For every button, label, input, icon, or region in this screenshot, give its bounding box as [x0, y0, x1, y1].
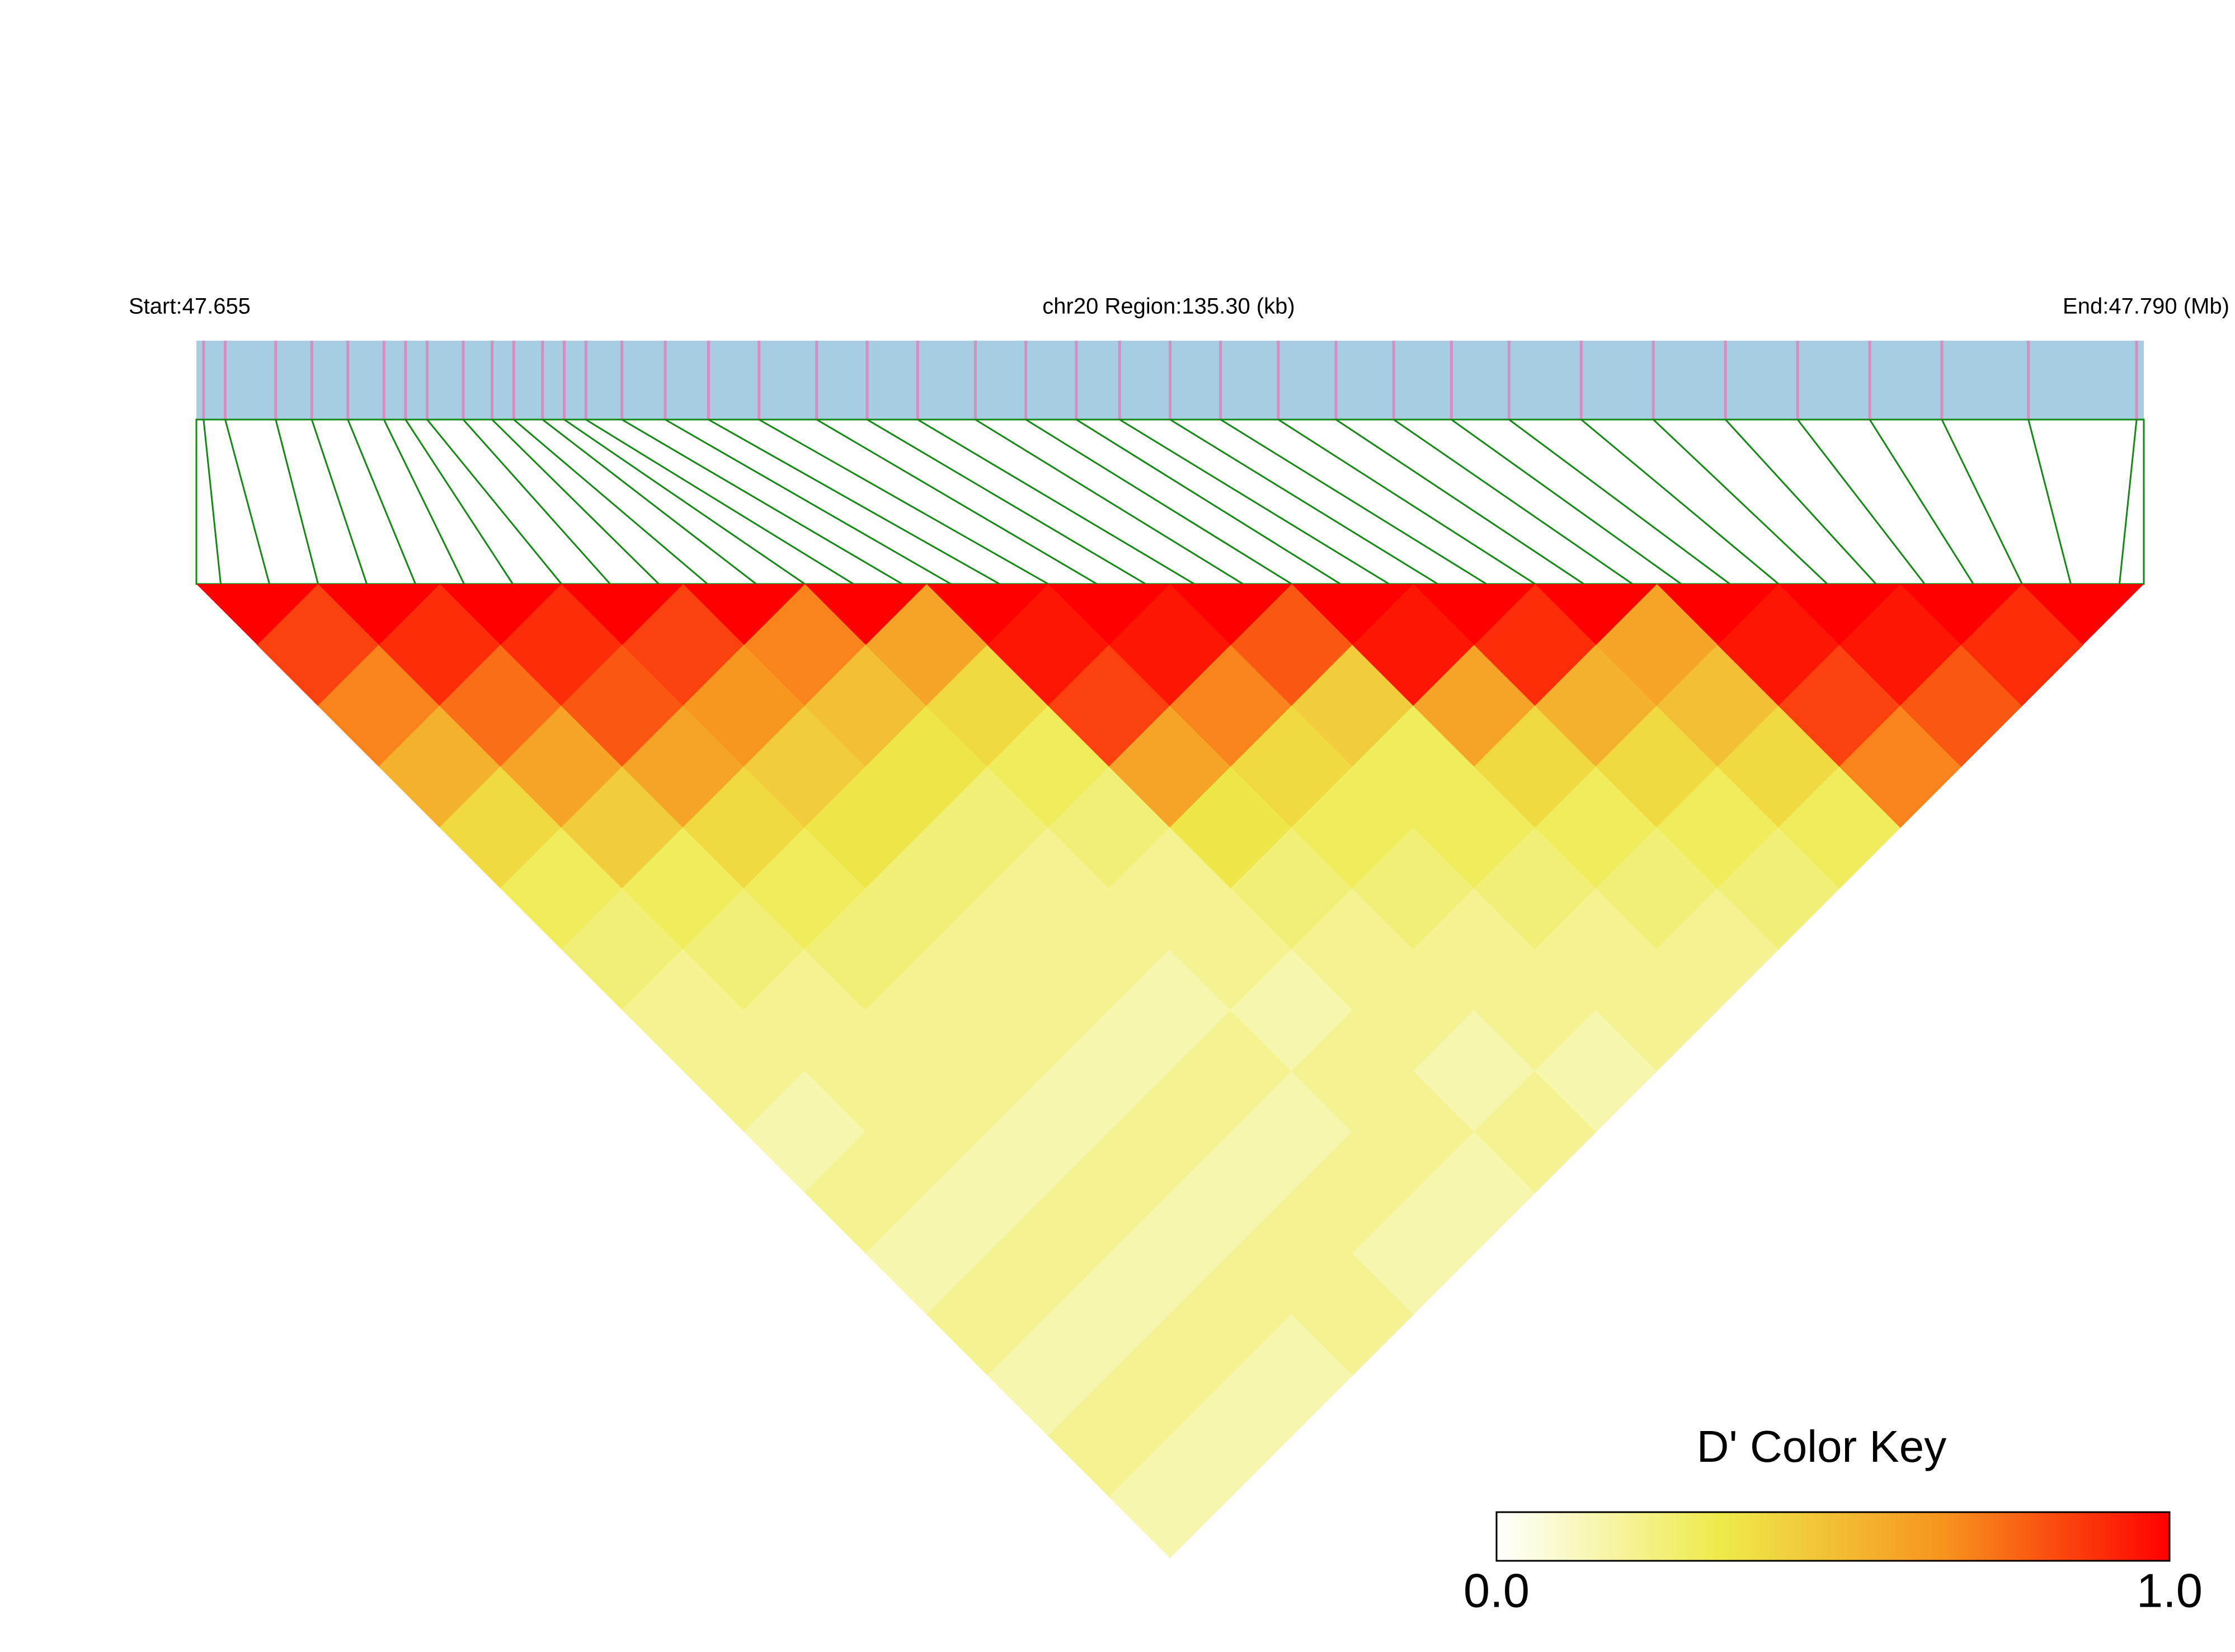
snp-link — [758, 418, 1049, 585]
snp-link — [1220, 418, 1487, 585]
snp-link — [708, 418, 1000, 585]
diagonal-cell — [2022, 584, 2144, 645]
snp-link — [1796, 419, 1926, 585]
snp-link — [491, 418, 660, 585]
diagonal-cell — [318, 584, 440, 645]
snp-link — [621, 418, 903, 585]
color-key-title: D' Color Key — [1697, 1422, 1947, 1471]
diagonal-cell — [1048, 584, 1170, 645]
diagonal-cell — [561, 584, 684, 645]
snp-link — [513, 418, 708, 585]
snp-link — [542, 418, 757, 585]
snp-link — [426, 419, 562, 585]
snp-link — [347, 419, 416, 585]
snp-link — [1869, 419, 1974, 585]
diagonal-cell — [1778, 584, 1900, 645]
snp-link — [275, 419, 319, 585]
snp-link — [816, 418, 1098, 585]
color-key-tick-label: 0.0 — [1464, 1564, 1530, 1617]
end-label: End:47.790 (Mb) — [2063, 294, 2229, 319]
snp-link — [1335, 418, 1585, 585]
snp-link — [665, 418, 952, 585]
snp-link — [310, 419, 368, 585]
snp-link — [1653, 418, 1828, 585]
snp-link — [1508, 418, 1731, 585]
snp-link — [585, 418, 854, 585]
diagonal-cell — [1535, 584, 1657, 645]
snp-link — [975, 418, 1244, 585]
diagonal-cell — [804, 584, 927, 645]
diagonal-cell — [1292, 584, 1414, 645]
color-key-tick-label: 1.0 — [2137, 1564, 2203, 1617]
diagonal-cell — [196, 584, 318, 645]
snp-link — [1076, 418, 1341, 585]
start-label: Start:47.655 — [129, 294, 251, 319]
snp-link — [1580, 418, 1780, 585]
region-label: chr20 Region:135.30 (kb) — [1042, 294, 1295, 319]
snp-link — [1025, 418, 1292, 585]
snp-link — [404, 419, 514, 585]
snp-link — [2027, 419, 2072, 585]
snp-link — [1278, 418, 1536, 585]
diagonal-cell — [683, 584, 805, 645]
diagonal-cell — [440, 584, 562, 645]
snp-link — [563, 418, 806, 585]
snp-link — [2118, 419, 2138, 585]
snp-link — [1941, 419, 2023, 585]
diagonal-cell — [1900, 584, 2022, 645]
color-key — [1495, 1511, 2171, 1562]
diagonal-cell — [1657, 584, 1779, 645]
snp-link — [462, 419, 611, 585]
diagonal-cell — [1413, 584, 1536, 645]
snp-link — [1725, 418, 1877, 585]
snp-link — [917, 418, 1195, 585]
snp-link — [867, 418, 1146, 585]
snp-link — [1169, 418, 1438, 585]
snp-link — [1451, 418, 1682, 585]
diagonal-cell — [926, 584, 1048, 645]
snp-link — [1119, 418, 1390, 585]
snp-link — [383, 419, 465, 585]
diagonal-cell — [1170, 584, 1292, 645]
snp-link — [224, 419, 270, 585]
snp-link — [1393, 418, 1634, 585]
snp-link — [203, 419, 222, 585]
